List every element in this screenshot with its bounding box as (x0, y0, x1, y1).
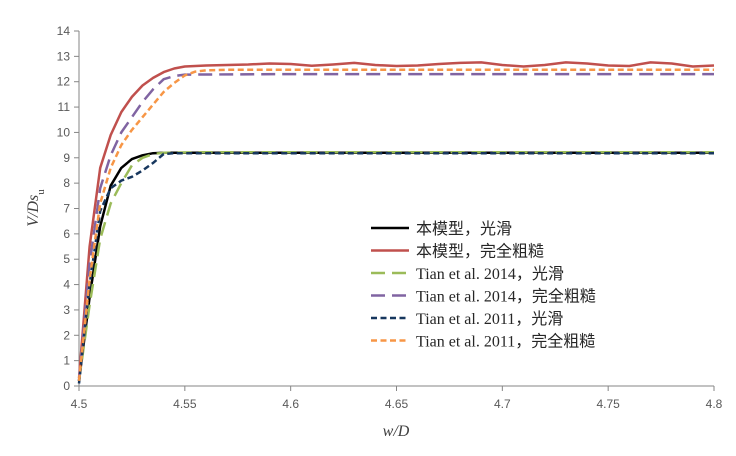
legend-label-1: 本模型，光滑 (416, 220, 512, 238)
x-axis-title: w/D (383, 423, 410, 440)
legend-label-2: 本模型，完全粗糙 (416, 243, 544, 261)
y-tick-label: 5 (63, 252, 70, 266)
series-line-1 (77, 151, 714, 382)
legend-label-6: Tian et al. 2011，完全粗糙 (416, 333, 595, 351)
series-line-3 (77, 150, 714, 382)
legend-label-5: Tian et al. 2011，光滑 (416, 310, 563, 328)
legend-label-4: Tian et al. 2014，完全粗糙 (416, 288, 596, 306)
series-line-5 (77, 151, 714, 384)
series-lines (77, 61, 715, 384)
y-tick-label: 2 (63, 328, 70, 342)
y-tick-label: 8 (63, 176, 70, 190)
y-axis-title: V/Dsu (25, 189, 47, 227)
y-tick-label: 4 (63, 278, 70, 292)
y-tick-label: 13 (57, 49, 71, 63)
x-tick-label: 4.8 (706, 397, 723, 411)
x-tick-label: 4.65 (385, 397, 409, 411)
y-tick-label: 6 (63, 227, 70, 241)
y-tick-label: 9 (63, 151, 70, 165)
x-tick-label: 4.7 (494, 397, 511, 411)
y-axis-title-subscript: u (35, 189, 47, 195)
series-line-2 (77, 61, 715, 379)
x-tick-label: 4.6 (282, 397, 299, 411)
y-tick-label: 14 (57, 24, 71, 38)
x-tick-label: 4.75 (596, 397, 620, 411)
y-tick-label: 3 (63, 303, 70, 317)
y-tick-label: 12 (57, 75, 71, 89)
series-line-4 (77, 72, 714, 382)
x-tick-label: 4.55 (173, 397, 197, 411)
x-tick-label: 4.5 (71, 397, 88, 411)
series-line-6 (77, 68, 714, 382)
y-tick-label: 11 (58, 100, 71, 114)
legend-label-3: Tian et al. 2014，光滑 (416, 265, 564, 283)
y-tick-label: 0 (63, 379, 70, 393)
y-tick-label: 7 (63, 202, 70, 216)
y-tick-label: 1 (63, 354, 70, 368)
y-tick-label: 10 (57, 125, 71, 139)
